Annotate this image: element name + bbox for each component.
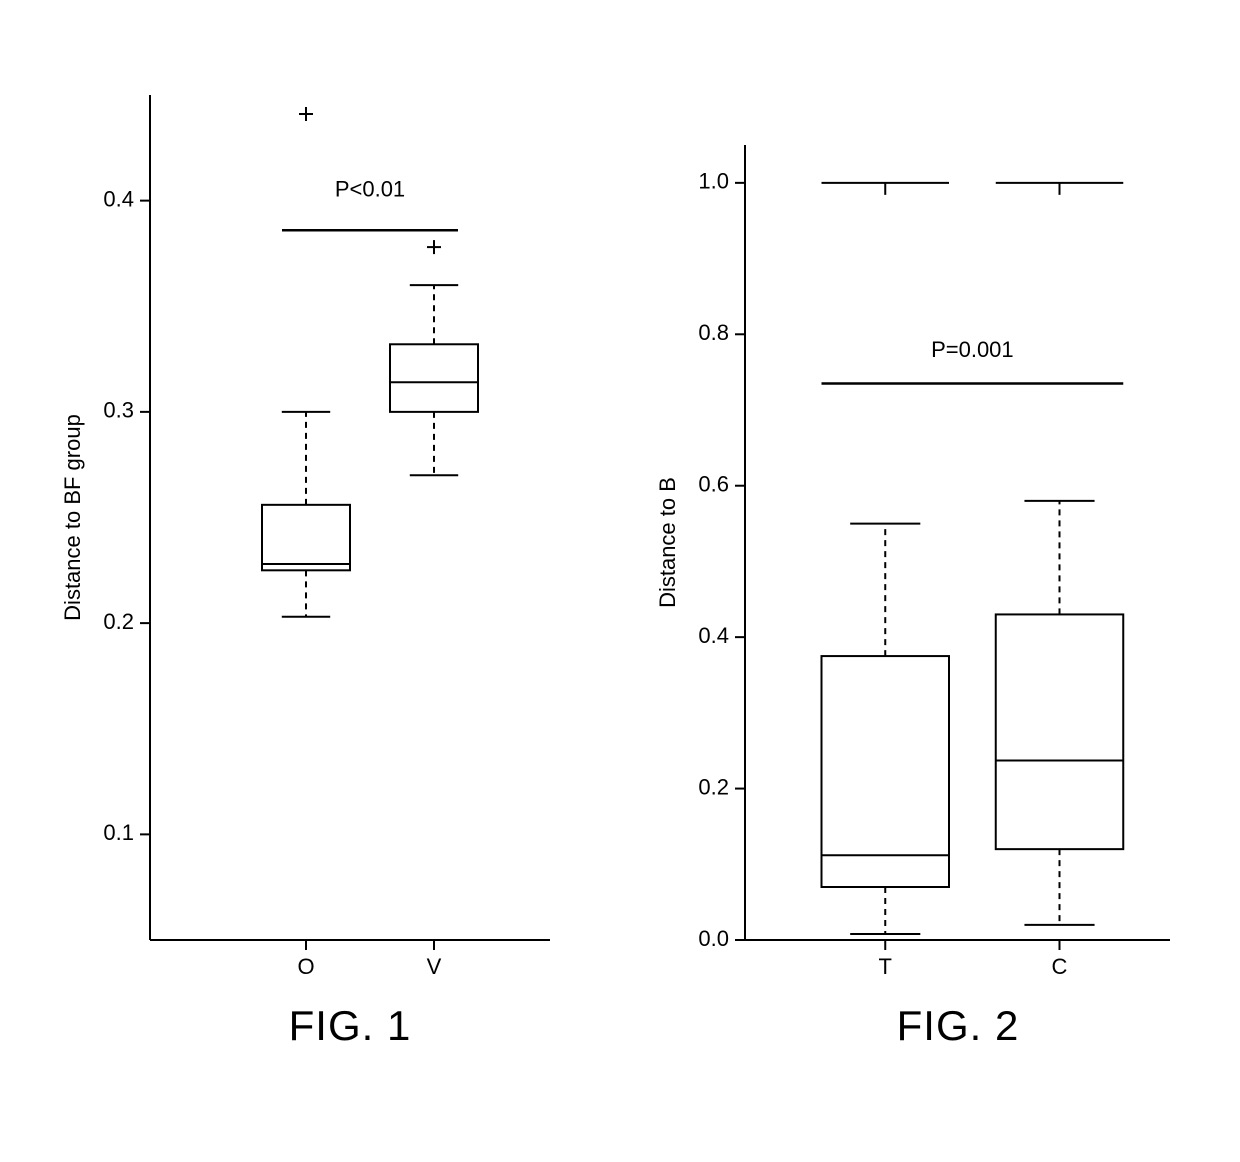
x-tick-label: C — [1052, 954, 1068, 979]
figure-title: FIG. 2 — [897, 1002, 1020, 1049]
boxplot-figure: 0.0 0.2 0.4 0.6 0.8 1.0 Distance to B T C P=0.001… — [655, 145, 1170, 1049]
x-tick-label: T — [879, 954, 892, 979]
charts-svg: 0.1 0.2 0.3 0.4 Distance to BF group O V P<0.01… — [0, 0, 1240, 1162]
y-tick-label: 0.6 — [698, 472, 729, 497]
box-rect — [996, 614, 1124, 849]
y-tick-label: 0.8 — [698, 320, 729, 345]
figure-container: 0.1 0.2 0.3 0.4 Distance to BF group O V P<0.01… — [0, 0, 1240, 1162]
y-axis-label: Distance to BF group — [60, 414, 85, 621]
p-value-label: P=0.001 — [931, 337, 1014, 362]
box — [996, 501, 1124, 925]
boxplot-figure: 0.1 0.2 0.3 0.4 Distance to BF group O V P<0.01… — [60, 95, 550, 1049]
x-tick-label: O — [297, 954, 314, 979]
figure-title: FIG. 1 — [289, 1002, 412, 1049]
y-tick-label: 0.1 — [103, 820, 134, 845]
box-rect — [390, 344, 478, 412]
y-tick-label: 0.4 — [698, 623, 729, 648]
box — [390, 240, 478, 475]
p-value-label: P<0.01 — [335, 176, 405, 201]
y-tick-label: 1.0 — [698, 169, 729, 194]
y-tick-label: 0.2 — [698, 774, 729, 799]
y-tick-label: 0.0 — [698, 926, 729, 951]
box-rect — [822, 656, 950, 887]
y-tick-label: 0.2 — [103, 609, 134, 634]
y-tick-label: 0.3 — [103, 398, 134, 423]
x-tick-label: V — [427, 954, 442, 979]
y-axis-label: Distance to B — [655, 477, 680, 608]
box-rect — [262, 505, 350, 570]
y-tick-label: 0.4 — [103, 186, 134, 211]
box — [822, 524, 950, 934]
